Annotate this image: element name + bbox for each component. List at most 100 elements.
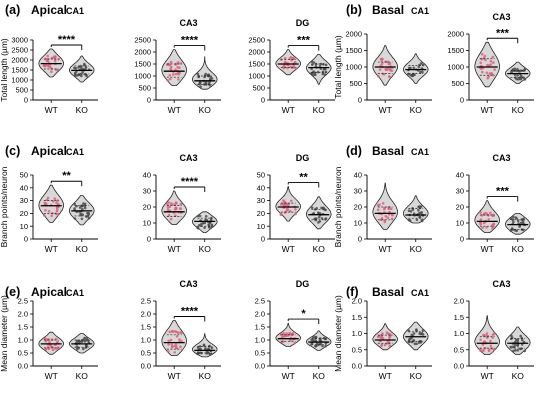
data-point [167,213,171,217]
data-point [489,211,492,215]
y-tick-label: 40 [456,171,464,180]
y-tick-label: 0 [24,96,28,105]
data-point [484,211,488,215]
data-point [409,66,412,70]
data-point [203,226,206,229]
data-point [168,205,172,209]
data-point [390,207,393,211]
data-point [522,76,525,79]
region-label: Apical [31,3,67,17]
y-tick-label: 2000 [134,48,151,57]
data-point [210,346,214,350]
x-tick-label: KO [199,105,212,115]
data-point [81,207,84,211]
y-tick-label: 2500 [248,36,265,45]
y-tick-label: 0 [147,235,151,244]
data-point [489,63,493,66]
violin-body [403,321,429,351]
data-point [83,340,87,343]
x-tick-label: KO [313,244,326,254]
significance-label: ** [299,172,308,184]
y-axis-label: Branch points/neuron [0,166,9,247]
data-point [486,63,489,67]
panel-label: (c) [5,144,20,158]
x-tick-label: WT [45,105,58,115]
x-tick-label: KO [199,244,212,254]
data-point [288,209,292,213]
data-point [317,216,321,219]
data-point [324,217,328,220]
x-tick-label: WT [282,105,295,115]
data-point [388,344,392,348]
data-point [409,73,412,77]
subplot-title: DG [296,18,310,28]
data-point [519,69,523,72]
data-point [380,336,384,339]
y-tick-label: 20 [143,203,151,212]
x-tick-label: KO [76,371,89,381]
data-point [174,201,178,204]
data-point [289,199,293,203]
violin-ko [68,55,95,83]
y-tick-label: 1.5 [255,323,265,332]
data-point [209,218,213,221]
y-tick-label: 500 [451,79,464,88]
data-point [44,209,47,212]
data-point [513,67,517,71]
y-tick-label: 10 [354,219,362,228]
data-point [324,344,327,348]
data-point [196,72,200,76]
y-tick-label: 10 [456,219,464,228]
data-point [208,344,211,348]
y-tick-label: 0 [24,235,28,244]
data-point [492,348,496,351]
data-point [169,338,173,342]
y-axis-label: Branch points/neuron [333,166,343,247]
data-point [286,66,289,70]
y-tick-label: 1500 [345,46,362,55]
y-tick-label: 20 [20,209,28,218]
panel-label: (e) [5,285,20,299]
violin-wt [275,49,302,76]
data-point [387,341,390,345]
data-point [514,349,517,352]
significance-label: *** [496,186,510,198]
data-point [172,73,175,76]
data-point [174,72,178,76]
data-point [383,343,387,347]
data-point [407,329,411,332]
data-point [492,61,495,64]
subplot-title: CA3 [179,153,197,163]
data-point [421,63,425,67]
data-point [413,342,417,346]
data-point [50,67,53,70]
violin-body [161,49,187,86]
data-point [415,328,418,332]
y-tick-label: 10 [143,219,151,228]
data-point [383,207,386,211]
subplot-title: DG [296,279,310,289]
region-label: Basal [372,144,404,158]
data-point [323,73,327,76]
violin-body [305,54,332,85]
y-tick-label: 2.0 [352,297,362,306]
data-point [380,217,384,220]
violin-wt [372,182,399,230]
data-point [50,70,53,73]
x-tick-label: KO [76,244,89,254]
data-point [381,202,385,205]
subplot-title: CA1 [66,147,84,157]
y-axis-label: Mean diameter (µm) [0,295,9,372]
y-tick-label: 2000 [345,30,362,39]
data-point [293,341,297,345]
y-tick-label: 2500 [134,36,151,45]
data-point [489,344,493,348]
data-point [481,226,484,229]
y-tick-label: 2000 [447,30,464,39]
data-point [286,208,289,211]
y-tick-label: 1.5 [454,313,464,322]
data-point [515,77,518,81]
data-point [46,196,50,200]
subplot-title: CA3 [179,279,197,289]
y-axis-label: Total length (µm) [0,38,9,102]
